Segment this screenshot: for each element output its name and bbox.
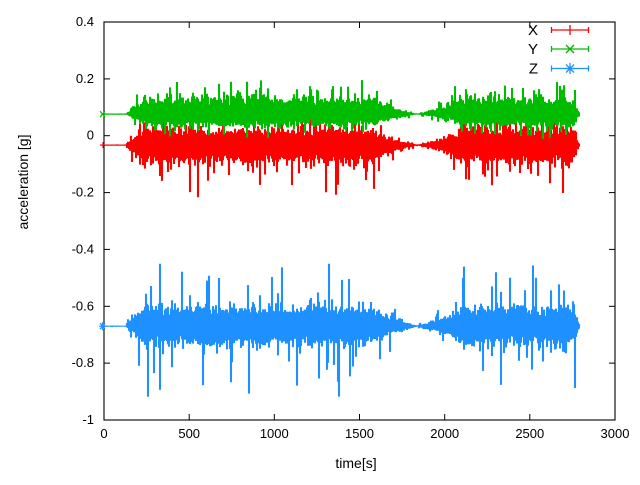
svg-text:-0.6: -0.6 [72, 298, 94, 313]
svg-text:0.2: 0.2 [76, 71, 94, 86]
svg-text:2500: 2500 [515, 426, 544, 441]
svg-text:X: X [528, 22, 538, 39]
svg-text:2000: 2000 [430, 426, 459, 441]
svg-text:0.4: 0.4 [76, 14, 94, 29]
svg-text:1000: 1000 [260, 426, 289, 441]
svg-text:3000: 3000 [601, 426, 630, 441]
svg-text:-0.2: -0.2 [72, 185, 94, 200]
svg-text:Z: Z [529, 61, 538, 78]
svg-text:-1: -1 [82, 412, 94, 427]
svg-text:-0.4: -0.4 [72, 241, 94, 256]
svg-text:0: 0 [100, 426, 107, 441]
svg-text:500: 500 [178, 426, 200, 441]
svg-text:0: 0 [87, 128, 94, 143]
svg-text:-0.8: -0.8 [72, 355, 94, 370]
svg-text:Y: Y [528, 41, 538, 58]
svg-text:1500: 1500 [345, 426, 374, 441]
